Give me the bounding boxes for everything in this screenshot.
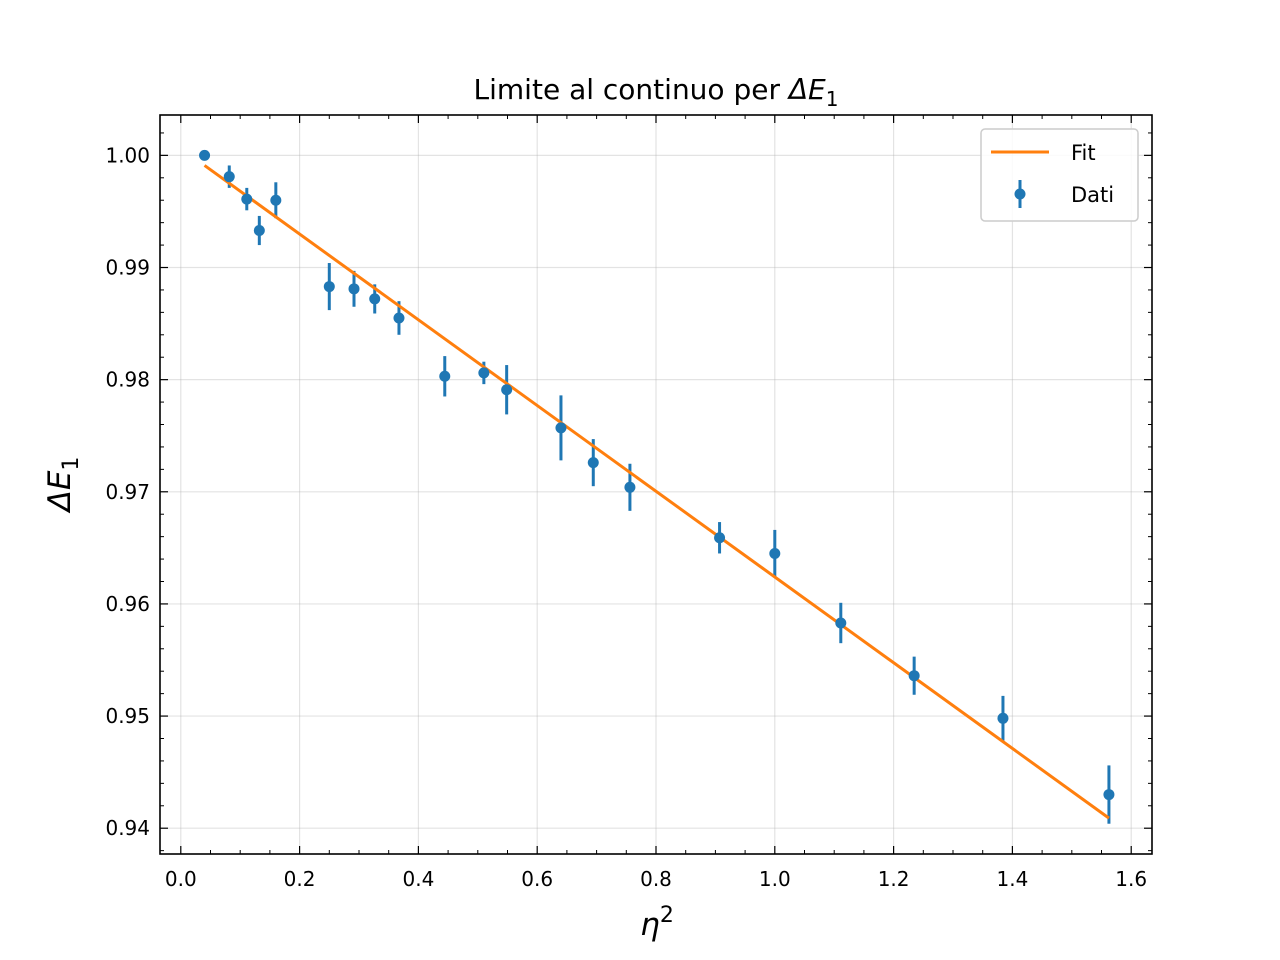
legend-dati-label: Dati [1071,183,1114,207]
data-point [270,194,282,206]
data-point [241,193,253,205]
data-point [253,225,265,237]
legend-dati-marker [1014,188,1026,200]
x-tick-label: 1.2 [878,867,910,891]
x-axis-label: η2 [640,903,674,943]
y-axis-label-symbol: ΔE [42,470,78,513]
plot-area-frame [159,114,1153,855]
data-point [997,712,1009,724]
x-tick-label: 0.2 [284,867,316,891]
x-tick-label: 0.4 [402,867,434,891]
x-tick-label: 1.4 [997,867,1029,891]
plot-series [199,149,1115,824]
y-tick-label: 0.97 [105,480,150,504]
data-point [199,149,211,161]
data-point [714,532,726,544]
x-tick-label: 0.6 [521,867,553,891]
y-tick-label: 0.95 [105,704,150,728]
data-point [587,457,599,469]
chart-title: Limite al continuo per ΔE1 [474,73,839,111]
grid-lines [160,115,1152,854]
data-point [348,283,360,295]
x-tick-label: 1.6 [1115,867,1147,891]
data-point [478,367,490,379]
x-axis-label-symbol: η [640,907,660,943]
data-point [223,171,235,183]
x-tick-label: 0.8 [640,867,672,891]
x-axis-label-superscript: 2 [660,903,674,928]
chart-title-subscript: 1 [826,87,839,111]
data-point [501,384,513,396]
y-axis-label: ΔE1 [42,457,84,514]
y-axis-label-subscript: 1 [59,457,84,471]
legend-box [980,128,1139,222]
y-tick-label: 0.96 [105,592,150,616]
fit-line [203,164,1110,820]
data-point [323,281,335,293]
data-point [624,481,636,493]
data-point [393,312,405,324]
data-point [369,293,381,305]
data-point [439,370,451,382]
data-point [835,617,847,629]
legend-fit-label: Fit [1071,141,1096,165]
y-tick-label: 1.00 [105,143,150,167]
data-point [555,422,567,434]
chart-title-symbol: ΔE [787,73,826,106]
data-point [908,670,920,682]
axis-ticks: 0.0 0.2 0.4 0.6 0.8 1.0 1.2 1.4 1.6 0.94 0.95 0.96 0… [105,115,1152,891]
legend: Fit Dati [980,128,1139,222]
y-tick-label: 0.99 [105,256,150,280]
x-tick-label: 1.0 [759,867,791,891]
x-tick-label: 0.0 [165,867,197,891]
y-tick-label: 0.94 [105,816,150,840]
chart-title-text: Limite al continuo per [474,73,789,106]
data-point [769,547,781,559]
y-tick-label: 0.98 [105,368,150,392]
data-point [1103,789,1115,801]
